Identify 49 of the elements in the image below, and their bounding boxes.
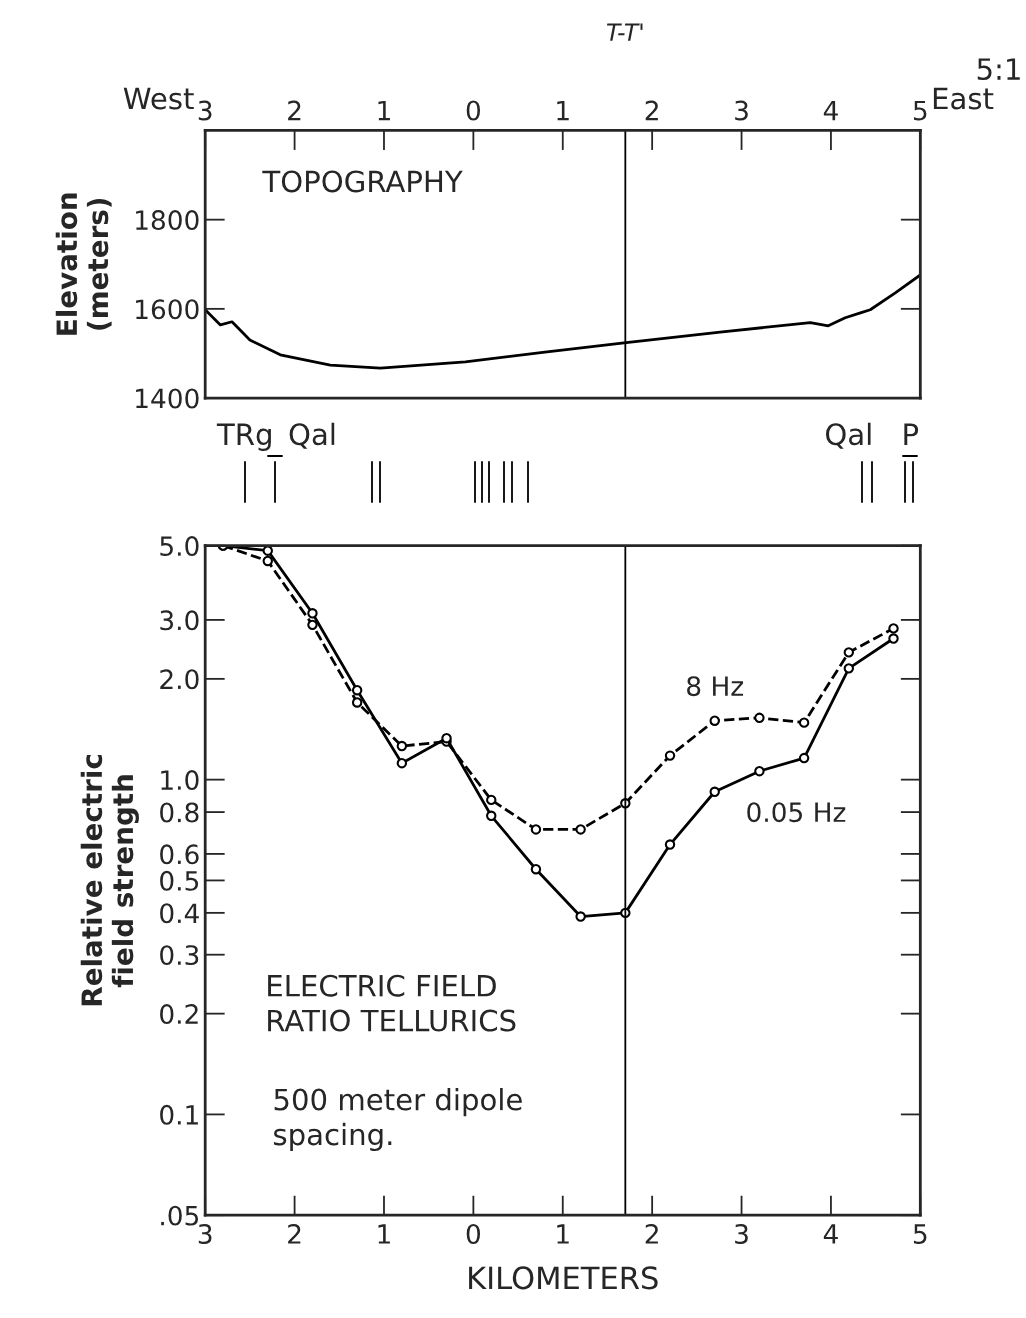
text: Qal [289,422,335,449]
annotation: ELECTRIC FIELD RATIO TELLURICS [268,974,516,1032]
x-tick-label: 2 [288,100,301,121]
x-tick-label: 1 [378,1224,390,1244]
text: P [904,423,919,445]
x-tick-label: 1 [557,100,569,121]
x-tick-label: 3 [198,1224,212,1244]
y-tick-label: 0.8 [160,802,199,823]
x-tick-label: 1 [378,100,390,121]
y-tick-label: 5.0 [160,536,199,557]
y-axis-title: Elevation (meters) [55,193,112,335]
y-tick-label: 1600 [136,299,199,320]
y-tick-label: 0.3 [160,945,199,966]
x-tick-label: 0 [466,100,481,121]
annotation: 500 meter dipole spacing. [274,1087,522,1152]
x-tick-label: 0 [466,1224,481,1244]
y-tick-label: 3.0 [160,610,199,631]
annotation: TOPOGRAPHY [262,170,463,193]
text: East [933,87,994,110]
series-label: 0.05 Hz [747,802,846,823]
y-tick-label: 0.5 [160,870,199,891]
x-tick-label: 3 [198,100,212,121]
series-label: 8 Hz [687,676,744,697]
x-tick-label: 2 [645,100,658,121]
x-tick-label: 1 [557,1224,569,1244]
y-tick-label: 0.4 [160,903,199,924]
text: TRg [216,423,271,451]
ref-line-label: T-T' [606,23,643,41]
y-tick-label: 1.0 [161,770,199,791]
x-tick-label: 4 [823,100,838,121]
x-tick-label: 5 [913,1224,927,1244]
y-tick-label: 1400 [136,388,199,409]
text: 5:1 [977,58,1020,81]
text: West [123,87,194,110]
y-tick-label: 0.1 [160,1104,198,1125]
x-tick-label: 3 [735,100,748,121]
y-tick-label: 0.6 [160,844,199,865]
y-tick-label: 0.2 [160,1004,198,1025]
y-tick-label: .05 [161,1205,199,1226]
x-tick-label: 2 [645,1224,658,1244]
x-tick-label: 3 [735,1224,748,1244]
x-axis-title: KILOMETERS [469,1266,658,1290]
y-tick-label: 2.0 [160,669,199,690]
text: Qal [825,422,871,449]
y-axis-title: Relative electric field strength [80,755,139,1006]
x-tick-label: 2 [288,1224,301,1244]
y-tick-label: 1800 [136,210,199,231]
x-tick-label: 5 [913,100,927,121]
x-tick-label: 4 [823,1224,838,1244]
